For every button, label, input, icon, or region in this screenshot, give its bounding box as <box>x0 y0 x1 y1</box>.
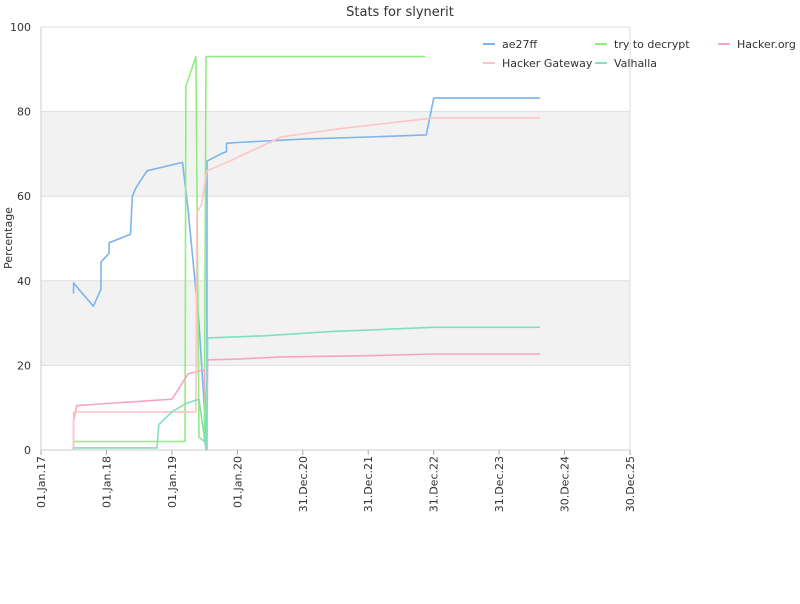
x-tick-label: 01.Jan.19 <box>166 456 179 508</box>
x-tick-label: 01.Jan.18 <box>100 456 113 508</box>
x-tick-label: 30.Dec.25 <box>624 456 637 512</box>
x-tick-label: 31.Dec.20 <box>297 456 310 512</box>
chart-title: Stats for slynerit <box>346 5 454 20</box>
legend-label-valhalla: Valhalla <box>614 57 657 70</box>
legend: ae27ff try to decrypt Hacker.org Hacker Gat… <box>483 38 796 70</box>
legend-label-hacker-gateway: Hacker Gateway <box>502 57 593 70</box>
x-tick-label: 31.Dec.22 <box>428 456 441 512</box>
y-tick-label: 40 <box>17 275 31 288</box>
plot-band <box>41 111 630 197</box>
y-tick-label: 80 <box>17 106 31 119</box>
series-line-valhalla <box>73 326 540 451</box>
x-tick-label: 01.Jan.20 <box>231 456 244 508</box>
legend-label-try-to-decrypt: try to decrypt <box>614 38 690 51</box>
legend-label-ae27ff: ae27ff <box>502 38 538 51</box>
legend-label-hacker-org: Hacker.org <box>737 38 796 51</box>
x-tick-label: 30.Dec.24 <box>559 456 572 512</box>
series-line-hacker-org <box>72 353 540 451</box>
plot-band <box>41 365 630 450</box>
x-tick-label: 31.Dec.23 <box>493 456 506 512</box>
series-layer <box>72 55 540 451</box>
y-tick-label: 0 <box>24 444 31 457</box>
plot-band <box>41 280 630 366</box>
y-axis-label: Percentage <box>2 207 15 269</box>
series-line-hacker-gateway <box>72 117 540 451</box>
y-tick-label: 20 <box>17 359 31 372</box>
axes: 0 20 40 60 80 100 01.Jan.17 01.Jan.18 01.Jan.19 0… <box>10 21 637 512</box>
plot-background <box>41 27 630 450</box>
y-tick-label: 60 <box>17 190 31 203</box>
plot-band <box>41 196 630 281</box>
x-tick-label: 31.Dec.21 <box>362 456 375 512</box>
y-tick-label: 100 <box>10 21 31 34</box>
x-tick-label: 01.Jan.17 <box>35 456 48 508</box>
